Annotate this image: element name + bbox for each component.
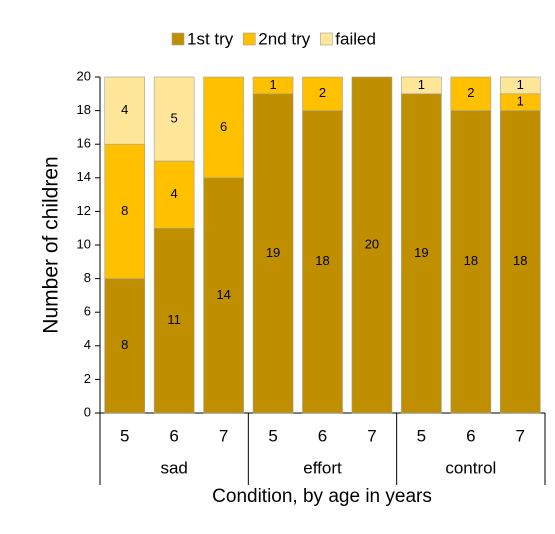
y-tick-label: 6 [84,304,91,319]
data-label: 20 [365,236,379,251]
data-label: 14 [216,287,230,302]
y-tick-label: 14 [77,169,91,184]
group-label: effort [303,458,342,477]
data-label: 19 [266,245,280,260]
bar-segment [302,110,343,414]
legend-swatch [171,32,185,46]
data-label: 8 [121,337,128,352]
data-label: 4 [121,102,128,117]
data-label: 18 [315,253,329,268]
y-tick-label: 0 [84,404,91,419]
bar-segment [351,76,393,414]
y-tick-label: 2 [84,371,91,386]
bar-segment [153,160,195,229]
legend-swatch [319,32,333,46]
y-tick-label: 8 [84,270,91,285]
bar-segment [499,110,541,414]
data-label: 1 [269,77,276,92]
bar-segment [252,93,294,414]
data-label: 6 [220,119,227,134]
data-label: 18 [464,253,478,268]
data-label: 1 [418,77,425,92]
bar-segment [104,143,146,279]
bar-segment [203,76,244,179]
bar-segment [302,76,343,111]
x-tick-label: 5 [268,426,277,445]
bar-segment [499,76,541,95]
bar-segment [401,93,442,414]
y-tick-label: 4 [84,337,91,352]
legend-label: failed [335,29,376,48]
legend-label: 1st try [187,29,234,48]
legend: 1st try 2nd try failed [171,29,376,48]
x-axis-title: Condition, by age in years [212,486,432,507]
group-label: control [445,458,496,477]
bar-segment [450,76,492,111]
bar-segment [153,76,195,162]
bar-segment [104,76,146,145]
legend-swatch [242,32,256,46]
x-tick-label: 7 [219,426,228,445]
bar-segment [104,278,146,414]
data-label: 19 [414,245,428,260]
y-tick-label: 12 [77,203,91,218]
x-tick-label: 6 [466,426,475,445]
data-label: 11 [167,312,181,327]
x-tick-label: 7 [367,426,376,445]
bar-segment [401,76,442,95]
x-tick-label: 7 [516,426,525,445]
bar-segment [153,227,195,414]
bar-segment [450,110,492,414]
x-tick-label: 6 [169,426,178,445]
legend-label: 2nd try [258,29,310,48]
data-label: 18 [513,253,527,268]
y-tick-label: 20 [77,68,91,83]
y-axis-title: Number of children [40,156,63,333]
x-tick-label: 5 [120,426,129,445]
group-label: sad [160,458,187,477]
data-label: 4 [171,186,178,201]
x-tick-label: 5 [417,426,426,445]
x-tick-label: 6 [318,426,327,445]
data-label: 1 [517,94,524,109]
data-label: 1 [517,77,524,92]
y-tick-label: 18 [77,102,91,117]
y-tick-label: 16 [77,136,91,151]
data-label: 5 [171,110,178,125]
bar-segment [252,76,294,95]
y-tick-label: 10 [77,236,91,251]
data-label: 2 [319,85,326,100]
data-label: 2 [467,85,474,100]
data-label: 8 [121,203,128,218]
